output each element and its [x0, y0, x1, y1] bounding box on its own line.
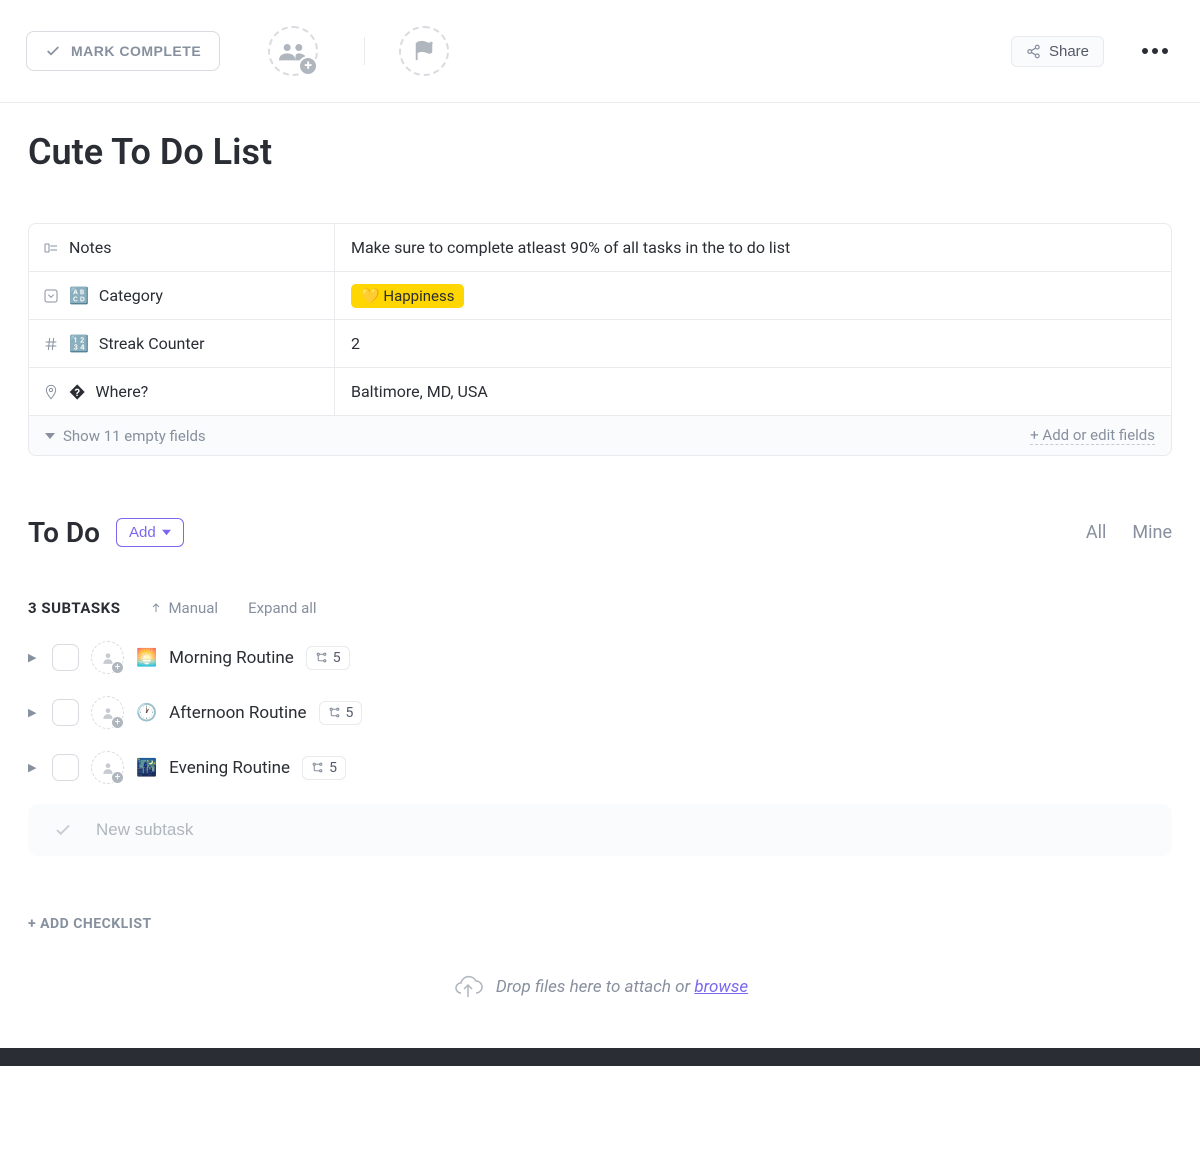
subtask-count-badge[interactable]: 5 [306, 646, 350, 670]
expand-chevron-icon[interactable]: ▶ [28, 761, 40, 774]
footer-bar [0, 1048, 1200, 1066]
hash-icon [43, 336, 59, 352]
mark-complete-label: MARK COMPLETE [71, 43, 201, 59]
field-row-notes: Notes Make sure to complete atleast 90% … [29, 224, 1171, 272]
plus-badge-icon: + [298, 56, 318, 76]
check-icon [54, 821, 72, 839]
browse-link[interactable]: browse [694, 977, 748, 997]
field-label: 🔢 Streak Counter [29, 320, 335, 367]
filter-mine[interactable]: Mine [1132, 522, 1172, 543]
expand-all-button[interactable]: Expand all [248, 599, 316, 617]
field-value-category[interactable]: 💛 Happiness [335, 272, 1171, 319]
subtask-meta: 3 SUBTASKS Manual Expand all [28, 599, 1172, 617]
add-checklist-button[interactable]: + ADD CHECKLIST [28, 916, 1172, 932]
chevron-down-icon [45, 431, 55, 441]
task-emoji: 🌃 [136, 758, 157, 778]
dropdown-icon [43, 288, 59, 304]
priority-flag-button[interactable] [399, 26, 449, 76]
fields-footer: Show 11 empty fields + Add or edit field… [29, 416, 1171, 455]
subtask-tree-icon [328, 706, 341, 719]
field-label: � Where? [29, 368, 335, 415]
subtask-tree-icon [311, 761, 324, 774]
field-value-streak[interactable]: 2 [335, 320, 1171, 367]
field-row-category: 🔠 Category 💛 Happiness [29, 272, 1171, 320]
task-header: MARK COMPLETE + Share [0, 0, 1200, 103]
arrow-up-icon [150, 602, 162, 614]
assign-button[interactable]: + [91, 641, 124, 674]
check-icon [45, 43, 61, 59]
add-edit-fields-button[interactable]: + Add or edit fields [1030, 426, 1155, 445]
category-tag: 💛 Happiness [351, 284, 464, 308]
field-label: 🔠 Category [29, 272, 335, 319]
expand-chevron-icon[interactable]: ▶ [28, 651, 40, 664]
more-options-button[interactable] [1136, 42, 1174, 60]
new-subtask-row[interactable] [28, 804, 1172, 856]
new-subtask-input[interactable] [96, 820, 1146, 840]
subtask-checkbox[interactable] [52, 644, 79, 671]
subtask-item: ▶ + 🌃 Evening Routine 5 [28, 751, 1172, 784]
field-row-streak: 🔢 Streak Counter 2 [29, 320, 1171, 368]
share-button[interactable]: Share [1011, 36, 1104, 67]
cloud-upload-icon [452, 974, 484, 1000]
subtask-item: ▶ + 🕐 Afternoon Routine 5 [28, 696, 1172, 729]
subtask-item: ▶ + 🌅 Morning Routine 5 [28, 641, 1172, 674]
section-header: To Do Add All Mine [28, 516, 1172, 549]
task-emoji: 🌅 [136, 648, 157, 668]
attachment-dropzone[interactable]: Drop files here to attach or browse [28, 962, 1172, 1020]
field-label: Notes [29, 224, 335, 271]
assign-people-button[interactable]: + [268, 26, 318, 76]
subtask-checkbox[interactable] [52, 754, 79, 781]
text-icon [43, 240, 59, 256]
field-row-where: � Where? Baltimore, MD, USA [29, 368, 1171, 416]
subtask-count-badge[interactable]: 5 [319, 701, 363, 725]
subtask-name[interactable]: Afternoon Routine [169, 703, 306, 723]
assign-button[interactable]: + [91, 751, 124, 784]
filter-all[interactable]: All [1086, 522, 1107, 543]
subtask-count: 3 SUBTASKS [28, 599, 120, 617]
assign-button[interactable]: + [91, 696, 124, 729]
chevron-down-icon [162, 528, 171, 537]
field-value-where[interactable]: Baltimore, MD, USA [335, 368, 1171, 415]
task-content: Cute To Do List Notes Make sure to compl… [0, 103, 1200, 1048]
task-emoji: 🕐 [136, 703, 157, 723]
sort-button[interactable]: Manual [150, 599, 218, 617]
subtask-checkbox[interactable] [52, 699, 79, 726]
section-title: To Do [28, 516, 100, 549]
page-title[interactable]: Cute To Do List [28, 131, 1172, 173]
subtask-name[interactable]: Evening Routine [169, 758, 290, 778]
share-label: Share [1049, 43, 1089, 60]
field-value-notes[interactable]: Make sure to complete atleast 90% of all… [335, 224, 1171, 271]
subtask-count-badge[interactable]: 5 [302, 756, 346, 780]
location-icon [43, 384, 59, 400]
mark-complete-button[interactable]: MARK COMPLETE [26, 31, 220, 71]
add-subtask-button[interactable]: Add [116, 518, 184, 547]
expand-chevron-icon[interactable]: ▶ [28, 706, 40, 719]
share-icon [1026, 44, 1041, 59]
show-empty-fields-button[interactable]: Show 11 empty fields [45, 427, 206, 445]
divider [364, 37, 365, 65]
custom-fields-table: Notes Make sure to complete atleast 90% … [28, 223, 1172, 456]
subtask-name[interactable]: Morning Routine [169, 648, 294, 668]
subtask-tree-icon [315, 651, 328, 664]
subtask-list: ▶ + 🌅 Morning Routine 5 ▶ + 🕐 Afternoon … [28, 641, 1172, 784]
flag-icon [413, 40, 435, 62]
filter-tabs: All Mine [1086, 522, 1172, 543]
